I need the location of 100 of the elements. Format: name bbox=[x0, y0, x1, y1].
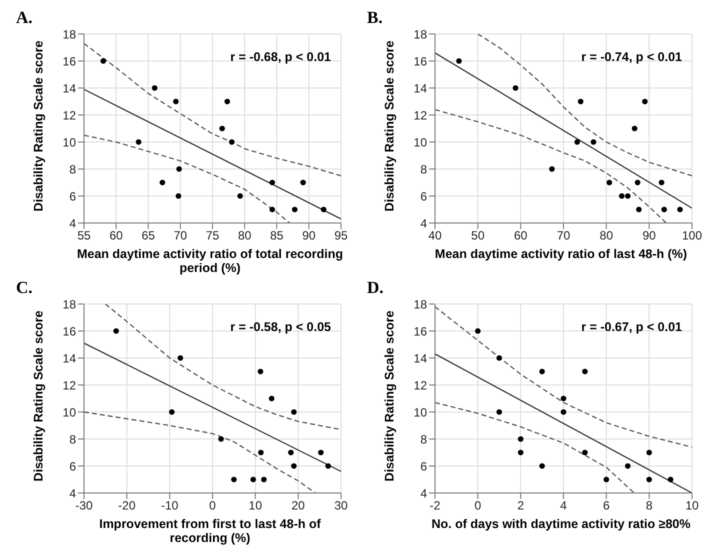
x-axis-title: Improvement from first to last 48-h of recording (%) bbox=[98, 517, 322, 545]
chart-title: D. bbox=[367, 278, 384, 298]
y-tick-label: 12 bbox=[62, 378, 76, 392]
x-tick-label: 90 bbox=[642, 228, 656, 243]
point bbox=[269, 206, 276, 212]
y-tick-label: 4 bbox=[420, 486, 428, 500]
x-tick-label: 2 bbox=[517, 498, 524, 513]
chart-title: B. bbox=[367, 8, 383, 28]
point bbox=[219, 126, 225, 132]
point bbox=[604, 476, 610, 482]
point bbox=[318, 450, 324, 456]
y-axis-title: Disability Rating Scale score bbox=[31, 310, 45, 481]
point bbox=[173, 98, 179, 104]
x-tick-label: 80 bbox=[238, 228, 252, 243]
y-tick-label: 16 bbox=[414, 54, 428, 68]
point bbox=[456, 58, 462, 64]
point bbox=[636, 206, 642, 212]
point bbox=[178, 355, 184, 361]
y-tick-label: 12 bbox=[414, 108, 428, 122]
point bbox=[269, 180, 276, 186]
y-axis-title: Disability Rating Scale score bbox=[382, 310, 396, 481]
point bbox=[218, 436, 224, 442]
y-tick-label: 12 bbox=[62, 108, 76, 122]
x-tick-label: 0 bbox=[209, 498, 216, 513]
point bbox=[539, 368, 545, 374]
x-axis-title: No. of days with daytime activity ratio ≥80% bbox=[430, 517, 692, 531]
x-tick-label: -30 bbox=[75, 498, 93, 513]
y-tick-label: 4 bbox=[69, 216, 76, 230]
point bbox=[624, 463, 631, 469]
annotation: r = -0.68, p < 0.01 bbox=[230, 50, 331, 64]
y-tick-label: 18 bbox=[62, 27, 76, 42]
line-series bbox=[104, 304, 341, 430]
y-tick-label: 14 bbox=[414, 81, 428, 96]
x-tick-label: 100 bbox=[682, 228, 702, 243]
point bbox=[632, 126, 638, 132]
chart-title: C. bbox=[16, 278, 33, 298]
y-tick-label: 10 bbox=[62, 405, 76, 420]
line-series bbox=[84, 42, 341, 176]
point bbox=[258, 450, 264, 456]
point bbox=[176, 193, 182, 199]
point bbox=[475, 328, 481, 334]
x-tick-label: 20 bbox=[291, 498, 306, 513]
y-tick-label: 6 bbox=[420, 189, 428, 204]
y-tick-label: 14 bbox=[62, 81, 76, 96]
point bbox=[325, 463, 331, 469]
line-series bbox=[435, 109, 667, 223]
y-tick-label: 18 bbox=[414, 297, 428, 312]
point bbox=[518, 436, 524, 442]
point bbox=[518, 450, 524, 456]
point bbox=[512, 85, 518, 91]
y-tick-label: 8 bbox=[69, 432, 76, 446]
y-tick-label: 4 bbox=[420, 216, 428, 230]
x-tick-label: 4 bbox=[560, 498, 568, 513]
point bbox=[661, 206, 667, 212]
point bbox=[677, 206, 683, 212]
point bbox=[100, 58, 106, 64]
point bbox=[496, 409, 502, 415]
x-tick-label: 80 bbox=[600, 228, 614, 243]
y-tick-label: 10 bbox=[414, 135, 428, 150]
point bbox=[496, 355, 502, 361]
y-tick-label: 8 bbox=[420, 432, 428, 446]
x-tick-label: 85 bbox=[270, 228, 284, 243]
y-tick-label: 12 bbox=[414, 378, 428, 392]
x-tick-label: 40 bbox=[428, 228, 442, 243]
point bbox=[668, 476, 674, 482]
point bbox=[549, 166, 555, 172]
annotation: r = -0.58, p < 0.05 bbox=[230, 320, 331, 334]
x-tick-label: -20 bbox=[118, 498, 136, 513]
y-tick-label: 14 bbox=[414, 351, 428, 366]
x-tick-label: 60 bbox=[514, 228, 528, 243]
x-tick-label: -10 bbox=[160, 498, 179, 513]
y-tick-label: 4 bbox=[69, 486, 76, 500]
x-axis-title: Mean daytime activity ratio of total recording period (%) bbox=[76, 247, 344, 275]
line-series bbox=[477, 34, 692, 176]
x-tick-label: 10 bbox=[248, 498, 262, 513]
point bbox=[291, 463, 297, 469]
x-tick-label: 75 bbox=[206, 228, 220, 243]
x-tick-label: 0 bbox=[474, 498, 482, 513]
point bbox=[606, 180, 612, 186]
point bbox=[582, 368, 588, 374]
point bbox=[560, 396, 566, 402]
point bbox=[250, 476, 256, 482]
x-tick-label: 6 bbox=[602, 498, 610, 513]
point bbox=[261, 476, 267, 482]
line-series bbox=[435, 402, 635, 493]
point bbox=[646, 450, 652, 456]
x-tick-label: 95 bbox=[334, 228, 348, 243]
point bbox=[320, 206, 326, 212]
point bbox=[136, 139, 142, 145]
point bbox=[288, 450, 294, 456]
x-tick-label: -2 bbox=[430, 498, 441, 513]
point bbox=[152, 85, 158, 91]
annotation: r = -0.67, p < 0.01 bbox=[581, 320, 682, 334]
y-tick-label: 8 bbox=[420, 162, 428, 176]
point bbox=[642, 98, 648, 104]
y-tick-label: 6 bbox=[69, 189, 76, 204]
x-tick-label: 70 bbox=[174, 228, 188, 243]
x-tick-label: 65 bbox=[142, 228, 156, 243]
y-tick-label: 6 bbox=[420, 459, 428, 474]
point bbox=[590, 139, 596, 145]
